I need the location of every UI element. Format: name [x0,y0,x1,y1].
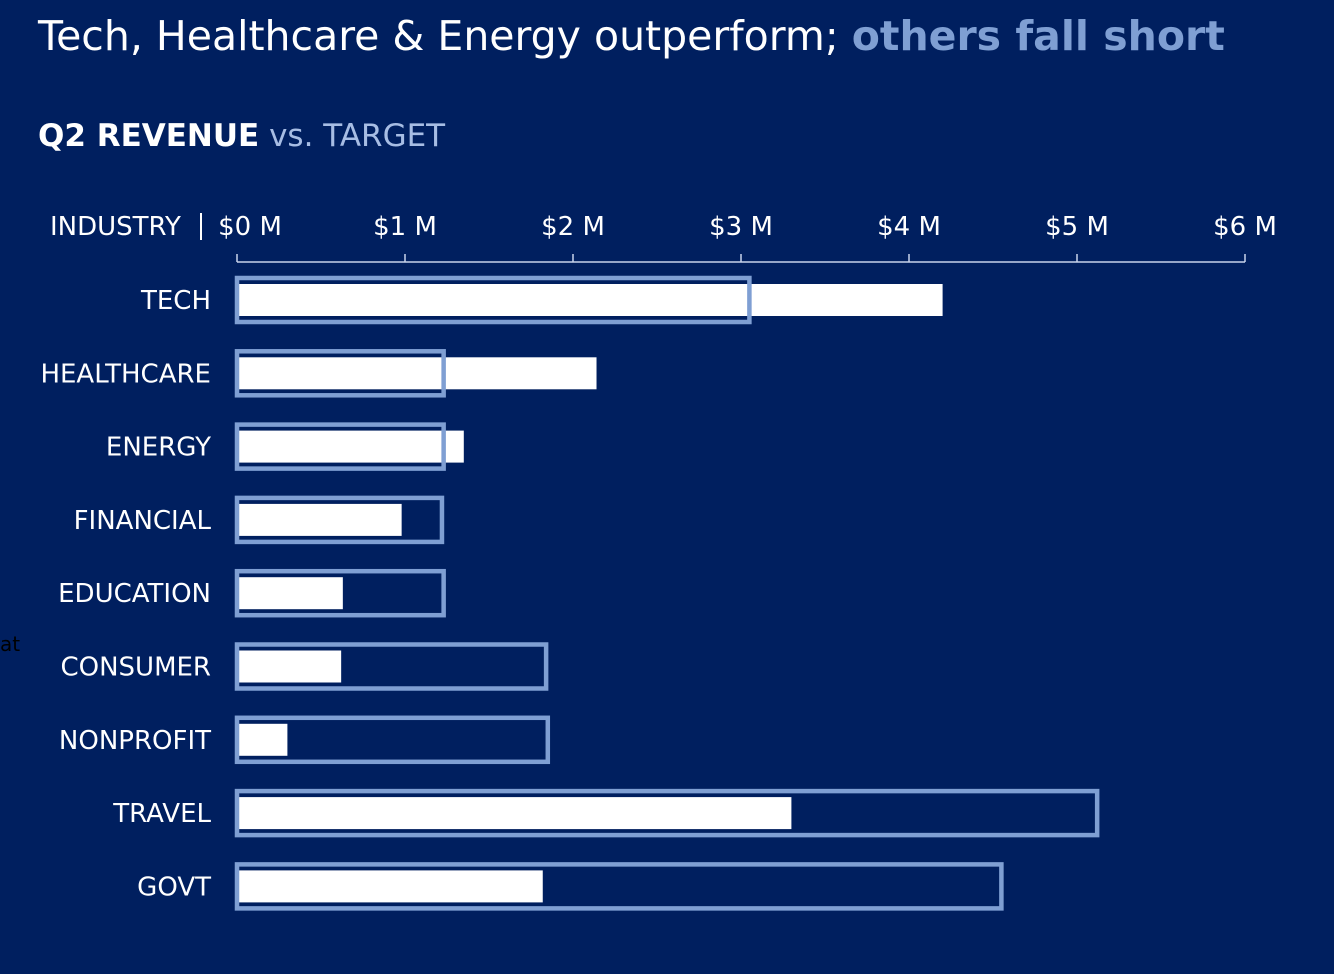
title-highlight: others fall short [851,12,1225,60]
category-label: TRAVEL [112,799,211,829]
chart-title: Tech, Healthcare & Energy outperform; ot… [38,12,1225,60]
actual-bar [239,870,543,903]
category-label: HEALTHCARE [40,359,211,389]
x-tick-label: $3 M [709,212,773,242]
target-outline [234,568,446,618]
target-outline [234,862,1004,911]
actual-bar [239,357,597,390]
category-label: FINANCIAL [74,506,212,536]
category-label: NONPROFIT [59,726,211,756]
actual-bar [239,650,342,683]
actual-bar [239,577,343,610]
target-outline [234,422,446,471]
actual-bar [239,723,288,756]
x-tick-label: $6 M [1213,212,1277,242]
x-tick-label: $1 M [373,212,437,242]
subtitle-strong: Q2 REVENUE [38,118,260,154]
chart-subtitle: Q2 REVENUE vs. TARGET [38,118,445,154]
target-outline [234,788,1100,838]
actual-bar [239,503,402,536]
target-outline [234,275,752,325]
category-label: CONSUMER [60,653,211,683]
category-header: INDUSTRY [50,212,181,242]
category-label: GOVT [137,872,211,902]
x-tick-label: $4 M [877,212,941,242]
target-outline [234,642,549,691]
x-tick-label: $2 M [541,212,605,242]
title-main: Tech, Healthcare & Energy outperform; [38,12,852,60]
category-label: EDUCATION [58,579,211,609]
category-label: ENERGY [106,433,211,463]
actual-bar [239,797,792,830]
category-label: TECH [140,286,211,316]
subtitle-soft: vs. TARGET [259,118,446,154]
actual-bar [239,284,943,316]
x-tick-label: $5 M [1045,212,1109,242]
stray-text: at [0,632,21,656]
target-outline [234,349,446,398]
x-tick-label: $0 M [218,212,282,242]
target-outline [234,715,551,765]
actual-bar [239,430,464,463]
target-outline [234,495,445,545]
